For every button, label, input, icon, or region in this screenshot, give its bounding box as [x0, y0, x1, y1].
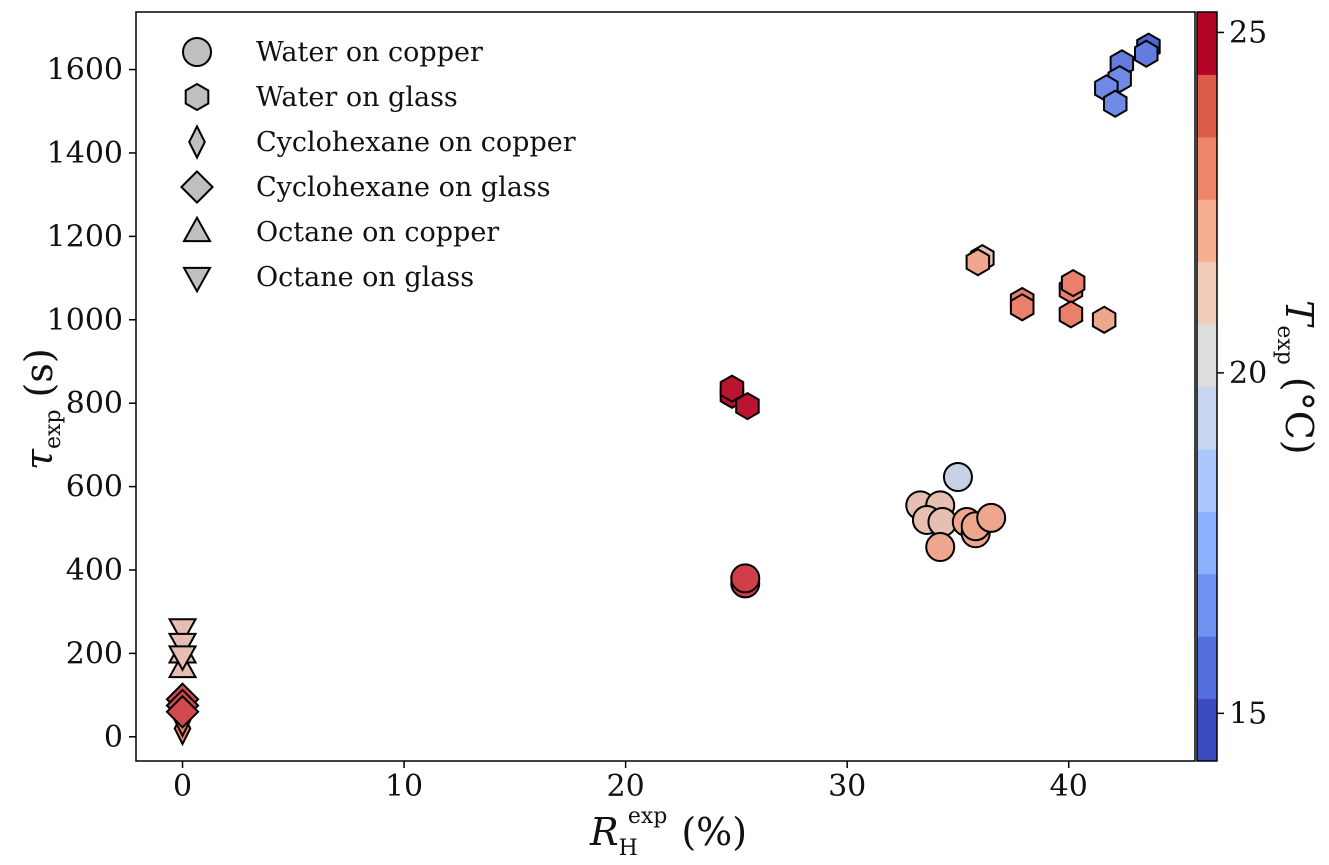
- x-axis-ticks: 0 10 20 30 40: [173, 761, 1088, 804]
- colorbar-segment: [1197, 573, 1217, 637]
- y-tick-label: 1200: [47, 219, 123, 254]
- colorbar-segment: [1197, 636, 1217, 700]
- data-point: [942, 461, 973, 492]
- colorbar-tick-label: 15: [1229, 696, 1267, 731]
- x-axis-label: RHexp (%): [589, 804, 747, 861]
- data-point: [1060, 268, 1086, 298]
- colorbar-segment: [1197, 74, 1217, 138]
- colorbar-segment: [1197, 261, 1217, 325]
- legend-label: Water on glass: [256, 82, 458, 113]
- data-point: [719, 374, 745, 403]
- legend-marker: [179, 169, 215, 205]
- x-tick-label: 10: [385, 769, 423, 804]
- data-point: [965, 248, 991, 277]
- plot-area: [135, 11, 1196, 762]
- colorbar-segment: [1197, 511, 1217, 575]
- data-point: [165, 694, 200, 729]
- colorbar-segment: [1197, 698, 1217, 762]
- x-tick-label: 40: [1050, 769, 1088, 804]
- y-tick-label: 1000: [47, 303, 123, 338]
- data-point: [1009, 293, 1035, 322]
- colorbar-segment: [1197, 324, 1217, 387]
- legend-marker: [182, 215, 212, 243]
- legend-marker: [182, 37, 212, 67]
- legend-label: Cyclohexane on copper: [256, 127, 576, 158]
- data-point: [925, 532, 956, 563]
- y-tick-label: 400: [66, 553, 123, 588]
- data-point: [976, 502, 1007, 533]
- y-tick-label: 0: [104, 720, 123, 755]
- x-tick-label: 0: [173, 769, 192, 804]
- y-tick-label: 600: [66, 470, 123, 505]
- legend-marker: [188, 124, 206, 160]
- data-point: [1091, 305, 1117, 334]
- colorbar-label: Texp(°C): [1272, 300, 1321, 455]
- colorbar-tick-label: 25: [1229, 15, 1267, 50]
- colorbar-segment: [1197, 199, 1217, 263]
- data-points: [165, 32, 1161, 747]
- legend-label: Octane on copper: [256, 217, 499, 248]
- data-point: [167, 618, 198, 645]
- legend-marker: [184, 82, 210, 112]
- colorbar-frame: [1196, 11, 1218, 762]
- legend-label: Water on copper: [256, 37, 483, 68]
- colorbar: 15 20 25: [1196, 11, 1267, 762]
- data-point: [1103, 89, 1128, 118]
- colorbar-segment: [1197, 448, 1217, 512]
- colorbar-segment: [1197, 386, 1217, 450]
- data-point: [1134, 39, 1159, 68]
- data-point: [167, 645, 198, 672]
- data-point: [730, 563, 761, 594]
- colorbar-tick-label: 20: [1229, 356, 1267, 391]
- legend-marker: [182, 266, 212, 294]
- y-axis-label: τexp(s): [17, 348, 66, 470]
- y-tick-label: 1600: [47, 53, 123, 88]
- y-tick-label: 200: [66, 636, 123, 671]
- legend-label: Cyclohexane on glass: [256, 172, 551, 203]
- y-tick-label: 1400: [47, 136, 123, 171]
- x-tick-label: 20: [607, 769, 645, 804]
- y-axis-ticks: 0 200 400 600 800 1000 1200 1400 1600: [47, 53, 136, 755]
- colorbar-segment: [1197, 12, 1217, 75]
- legend: Water on copper Water on glass Cyclohexane…: [179, 37, 576, 294]
- x-tick-label: 30: [828, 769, 866, 804]
- data-point: [1058, 300, 1084, 329]
- data-point: [735, 391, 760, 421]
- y-tick-label: 800: [66, 386, 123, 421]
- legend-label: Octane on glass: [256, 262, 474, 293]
- colorbar-segment: [1197, 136, 1217, 200]
